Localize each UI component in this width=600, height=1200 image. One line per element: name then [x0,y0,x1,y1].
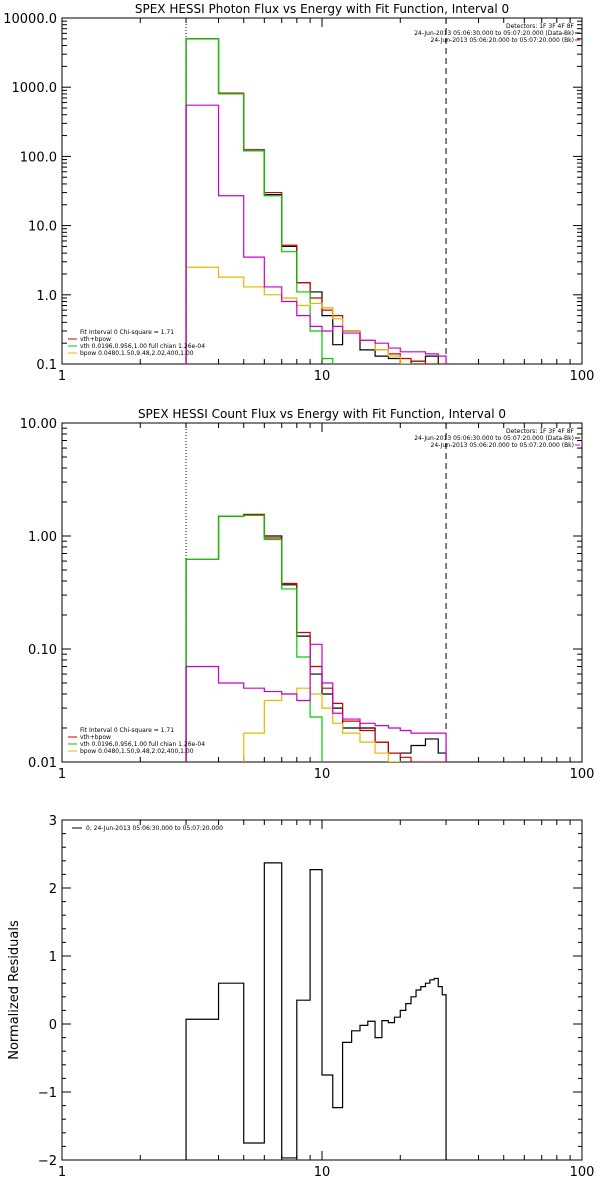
series-line-vth [185,38,334,364]
series-line-total [185,38,439,364]
x-tick-label: 1 [58,1165,66,1180]
legend-top-entry: 24-Jun-2013 05:06:30.000 to 05:07:20.000… [414,435,574,442]
series-line-total [185,862,447,1160]
y-tick-label: 10.0 [28,220,57,235]
y-tick-label: 1 [49,950,57,965]
legend-bottom-entry: bpow 0.0480,1.50,9.48,2.02,400,1.00 [80,350,194,357]
legend-top-entry: 0, 24-Jun-2013 05:06:30.000 to 05:07:20.… [86,825,223,832]
chart-title: SPEX HESSI Count Flux vs Energy with Fit… [138,407,506,421]
x-tick-label: 100 [570,369,595,384]
y-tick-label: 0.1 [36,358,57,373]
legend-bottom-entry: vth 0.0196,0.956,1.00 full chian 1.26e-0… [80,343,205,350]
x-tick-label: 100 [570,1165,595,1180]
series-group [185,38,447,364]
y-tick-label: 100.0 [20,150,57,165]
series-group [185,513,447,762]
y-tick-label: 1000.0 [12,81,58,96]
y-tick-label: −2 [38,1154,57,1169]
x-tick-label: 100 [570,767,595,782]
x-axis [61,423,571,762]
legend-top-entry: 24-Jun-2013 05:06:30.000 to 05:07:20.000… [414,30,574,37]
series-line-bk [185,643,447,762]
series-line-bpow [243,687,401,762]
series-line-bk [185,104,447,364]
legend-bottom-entry: Fit Interval 0 Chi-square = 1.71 [80,329,174,336]
x-tick-label: 10 [314,767,331,782]
y-axis [62,427,582,763]
x-tick-label: 1 [58,767,66,782]
series-line-fit [185,38,447,364]
y-tick-label: 0 [49,1018,57,1033]
x-axis [61,820,571,1160]
legend-bottom-entry: vth 0.0196,0.956,1.00 full chian 1.26e-0… [80,741,205,748]
chart-title: SPEX HESSI Photon Flux vs Energy with Fi… [135,2,509,16]
legend-bottom-entry: vth+bpow [80,336,111,343]
series-line-bpow [185,266,412,364]
y-tick-label: 10000.0 [3,12,57,27]
series-line-vth [185,514,323,762]
x-axis [61,18,571,364]
series-group [185,862,447,1160]
plot-frame [61,422,583,763]
series-line-total [185,513,447,762]
y-tick-label: 3 [49,814,57,829]
x-tick-label: 10 [314,1165,331,1180]
y-tick-label: 1.0 [36,289,57,304]
series-line-fit [185,513,447,762]
legend-bottom-entry: vth+bpow [80,734,111,741]
legend-bottom-entry: bpow 0.0480,1.50,9.48,2.02,400,1.00 [80,748,194,755]
y-tick-label: 0.10 [28,643,57,658]
y-tick-label: 2 [49,882,57,897]
x-tick-label: 10 [314,369,331,384]
y-axis [62,20,582,365]
x-tick-label: 1 [58,369,66,384]
y-axis [62,819,582,1161]
legend-bottom-entry: Fit Interval 0 Chi-square = 1.71 [80,727,174,734]
legend-top-entry: Detectors: 1F 3F 4F 8F [506,428,575,435]
y-tick-label: 1.00 [28,530,57,545]
legend-top-entry: 24-Jun-2013 05:06:20.000 to 05:07:20.000… [431,37,574,44]
y-tick-label: 10.00 [20,417,57,432]
legend-top-entry: Detectors: 1F 3F 4F 8F [506,23,575,30]
y-tick-label: 0.01 [28,756,57,771]
legend-top-entry: 24-Jun-2013 05:06:20.000 to 05:07:20.000… [431,442,574,449]
y-tick-label: −1 [38,1086,57,1101]
y-axis-label: Normalized Residuals [7,920,22,1060]
